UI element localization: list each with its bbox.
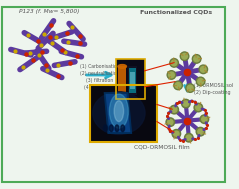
Ellipse shape: [109, 94, 128, 128]
Circle shape: [180, 52, 189, 60]
Circle shape: [199, 65, 207, 74]
Circle shape: [198, 129, 203, 134]
Circle shape: [186, 84, 195, 92]
Circle shape: [170, 105, 179, 114]
Bar: [90, 84, 157, 142]
Ellipse shape: [114, 101, 124, 122]
Bar: [90, 84, 157, 142]
Circle shape: [172, 129, 181, 138]
Circle shape: [185, 133, 193, 142]
Circle shape: [194, 56, 200, 62]
Circle shape: [182, 53, 187, 59]
Ellipse shape: [104, 125, 108, 132]
Bar: [129, 68, 136, 93]
Circle shape: [170, 59, 178, 67]
Circle shape: [172, 107, 177, 112]
Circle shape: [192, 55, 201, 63]
Bar: [116, 59, 145, 99]
Circle shape: [171, 60, 177, 66]
Circle shape: [198, 79, 203, 84]
Circle shape: [196, 77, 205, 86]
Text: CQD-ORMOSIL film: CQD-ORMOSIL film: [134, 144, 190, 149]
Bar: [128, 67, 137, 95]
Bar: [116, 59, 145, 99]
Circle shape: [168, 119, 173, 125]
Circle shape: [182, 99, 190, 108]
Circle shape: [166, 118, 174, 126]
Circle shape: [167, 71, 176, 79]
Circle shape: [196, 105, 201, 110]
Circle shape: [201, 67, 206, 72]
Polygon shape: [104, 92, 132, 134]
Ellipse shape: [109, 125, 113, 132]
Text: (1) ORMOSIL sol
(2) Dip-coating: (1) ORMOSIL sol (2) Dip-coating: [194, 83, 233, 95]
Ellipse shape: [121, 125, 125, 132]
Circle shape: [194, 103, 203, 112]
Text: Functionalized CQDs: Functionalized CQDs: [140, 9, 212, 14]
Text: P123 (f. Mw= 5,800): P123 (f. Mw= 5,800): [19, 9, 80, 14]
Circle shape: [183, 101, 189, 106]
Polygon shape: [106, 94, 130, 132]
Ellipse shape: [115, 125, 119, 132]
Circle shape: [200, 115, 209, 123]
Circle shape: [202, 116, 207, 122]
Ellipse shape: [118, 64, 126, 68]
Circle shape: [175, 83, 181, 88]
Text: (1) Carbonisation
(2) neutralisation
(3) filtration
(4) extraction: (1) Carbonisation (2) neutralisation (3)…: [80, 64, 120, 90]
Bar: [130, 72, 135, 89]
Circle shape: [168, 72, 174, 78]
Bar: [118, 67, 126, 95]
Circle shape: [174, 81, 182, 90]
Circle shape: [174, 131, 179, 136]
Circle shape: [196, 127, 205, 136]
Ellipse shape: [93, 92, 145, 134]
Circle shape: [187, 85, 193, 91]
Circle shape: [186, 135, 191, 140]
